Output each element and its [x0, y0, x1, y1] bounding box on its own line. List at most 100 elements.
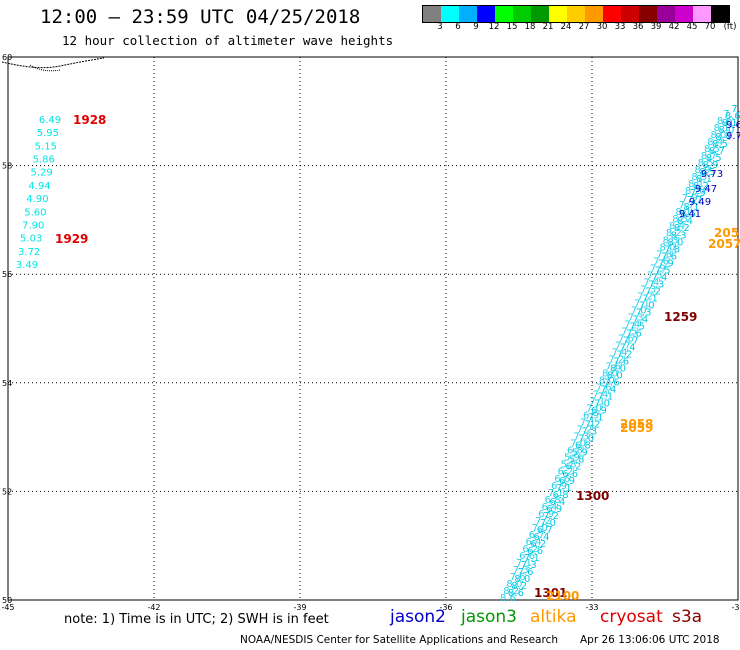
altika-time-label: 205 [714, 226, 739, 240]
swh-value-overlap: 6.9 [583, 411, 599, 422]
swh-value: 8.7 [709, 146, 725, 157]
legend-swatch [657, 6, 675, 22]
swh-value-overlap: 8.1 [675, 207, 691, 218]
latitude-label: 58 [2, 162, 12, 171]
swh-value-overlap: 7.2 [608, 355, 624, 366]
legend-swatch [711, 6, 729, 22]
swh-value-overlap: 8.5 [704, 144, 720, 155]
legend-label: 36 [632, 22, 644, 32]
swh-value: 4.94 [28, 181, 50, 192]
swh-value-high: 9.41 [679, 209, 701, 220]
swh-value-overlap: 6.4 [541, 502, 557, 513]
swh-value: 8.1 [683, 202, 699, 213]
swh-value-overlap: 7.0 [532, 523, 548, 534]
swh-value-overlap: 8.0 [710, 130, 726, 141]
swh-value-overlap: 7.4 [644, 277, 660, 288]
altika-time-label: 2057 [708, 237, 740, 251]
swh-value: 7.5 [655, 265, 671, 276]
legend-label: 15 [506, 22, 518, 32]
swh-value: 7.6 [613, 357, 629, 368]
graticule [7, 56, 739, 601]
swh-value: 3.72 [18, 247, 40, 258]
swh-value-high: 9.7 [726, 131, 740, 142]
latitude-label: 50 [2, 596, 12, 605]
swh-value: 6.2 [530, 539, 546, 550]
color-legend-labels: 3 6 9 12 15 18 21 24 27 30 33 36 39 42 45 70 (ft) [422, 22, 740, 34]
legend-label: 3 [437, 22, 443, 32]
legend-swatch [675, 6, 693, 22]
longitude-label: -42 [147, 603, 160, 612]
pass-time-label: 1929 [55, 232, 88, 246]
swh-value: 6.49 [39, 115, 61, 126]
legend-swatch [423, 6, 441, 22]
swh-value: 8.0 [607, 371, 623, 382]
swh-value-overlap: 7.2 [577, 425, 593, 436]
swh-value-high: 9.6 [726, 120, 740, 131]
swh-value: 6.9 [591, 406, 607, 417]
swh-value-overlap: 8.6 [500, 593, 516, 604]
swh-value: 8.2 [511, 581, 527, 592]
swh-value-overlap: 8.5 [691, 172, 707, 183]
page-subtitle: 12 hour collection of altimeter wave hei… [62, 33, 394, 48]
pass-time-label: 1301 [534, 586, 567, 600]
swh-value: 7.1 [524, 553, 540, 564]
swh-value: 5.9 [572, 448, 588, 459]
swh-value: 8.0 [667, 237, 683, 248]
swh-value: 6.8 [553, 490, 569, 501]
legend-label: 6 [455, 22, 461, 32]
swh-value-overlap: 7.0 [631, 305, 647, 316]
swh-value: 8.6 [508, 588, 524, 599]
swh-value-overlap: 7.9 [682, 193, 698, 204]
swh-value: 7. [731, 104, 740, 115]
swh-value-overlap: 7.4 [593, 390, 609, 401]
swh-value: 5.86 [33, 155, 55, 166]
swh-value: 8.1 [696, 174, 712, 185]
swh-value-overlap: 8.7 [701, 151, 717, 162]
legend-swatch [459, 6, 477, 22]
longitude-label: -36 [439, 603, 452, 612]
swh-value: 8.4 [715, 132, 731, 143]
swh-value: 7.0 [639, 300, 655, 311]
swh-value: 8.5 [680, 209, 696, 220]
swh-value: 7.7 [623, 335, 639, 346]
swh-value-overlap: 5.8 [561, 460, 577, 471]
credit-text: NOAA/NESDIS Center for Satellite Applica… [240, 634, 558, 646]
swh-value-overlap: 6.6 [554, 474, 570, 485]
longitude-labels: -45 -42 -39 -36 -33 -30 [1, 603, 740, 612]
swh-value: 8.0 [514, 574, 530, 585]
swh-value: 8.9 [703, 160, 719, 171]
swh-value-overlap: 6.8 [567, 446, 583, 457]
map-frame [7, 56, 739, 601]
swh-value-overlap: 8.0 [659, 242, 675, 253]
swh-value: 7.2 [585, 420, 601, 431]
latitude-label: 56 [2, 270, 12, 279]
swh-value: 5.8 [569, 455, 585, 466]
legend-swatch [495, 6, 513, 22]
swh-value: 5.95 [37, 128, 59, 139]
swh-value: 6.4 [534, 532, 550, 543]
swh-value-overlap: 6.9 [551, 481, 567, 492]
legend-label: 70 [704, 22, 716, 32]
swh-value-overlap: 8.1 [714, 123, 730, 134]
legend-swatch [441, 6, 459, 22]
legend-swatch [567, 6, 585, 22]
swh-value: 7.6 [604, 378, 620, 389]
legend-swatch [639, 6, 657, 22]
legend-swatch [693, 6, 711, 22]
swh-value: 7.4 [601, 385, 617, 396]
swh-value: 7.2 [645, 286, 661, 297]
swh-value-overlap: 7.2 [637, 291, 653, 302]
legend-label: 18 [524, 22, 536, 32]
swh-value: 7.90 [22, 220, 44, 231]
swh-value: 3.49 [16, 260, 38, 271]
swh-value: 7.4 [632, 314, 648, 325]
swh-value: 7.0 [594, 399, 610, 410]
longitude-label: -30 [731, 603, 740, 612]
latitude-labels: 60 58 56 54 52 50 [2, 53, 12, 605]
swh-value: 7.0 [540, 518, 556, 529]
swh-value: 8.5 [712, 139, 728, 150]
swh-value-overlap: 5.9 [564, 453, 580, 464]
swh-value-overlap: 8.5 [672, 214, 688, 225]
legend-label: 21 [542, 22, 554, 32]
